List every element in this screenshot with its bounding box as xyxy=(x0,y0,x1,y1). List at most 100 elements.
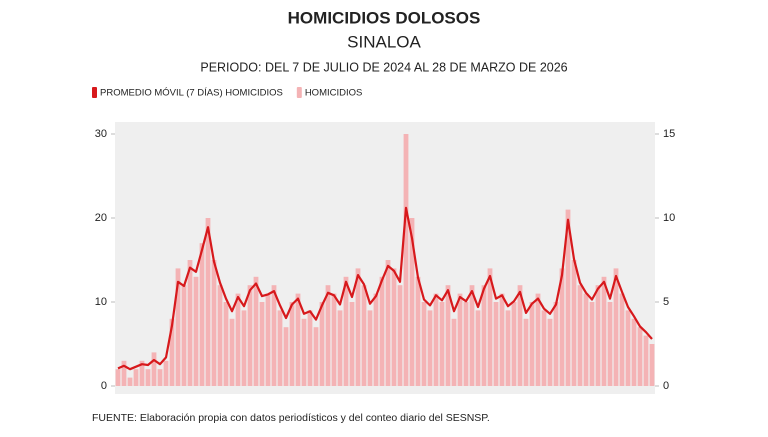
bar xyxy=(157,369,163,386)
bar xyxy=(517,285,523,386)
bar xyxy=(511,302,517,386)
bar xyxy=(487,268,493,386)
bar xyxy=(283,327,289,386)
y2-tick-label: 0 xyxy=(663,380,669,392)
bar xyxy=(505,310,511,386)
bar xyxy=(205,218,211,386)
bar xyxy=(469,285,475,386)
period: PERIODO: DEL 7 DE JULIO DE 2024 AL 28 DE… xyxy=(200,60,567,74)
y-tick-label: 30 xyxy=(95,128,107,140)
bar xyxy=(325,285,331,386)
bar xyxy=(229,318,235,386)
bar xyxy=(265,293,271,386)
bar xyxy=(559,268,565,386)
bar xyxy=(277,310,283,386)
bar xyxy=(601,276,607,386)
bar xyxy=(433,293,439,386)
bar xyxy=(253,276,259,386)
bar xyxy=(529,302,535,386)
y-tick-label: 20 xyxy=(95,212,107,224)
bar xyxy=(631,318,637,386)
y-tick-label: 0 xyxy=(101,380,107,392)
bar xyxy=(259,302,265,386)
bar xyxy=(331,293,337,386)
bar xyxy=(319,302,325,386)
bar xyxy=(313,327,319,386)
bar xyxy=(457,293,463,386)
bar xyxy=(367,310,373,386)
legend-label: PROMEDIO MÓVIL (7 DÍAS) HOMICIDIOS xyxy=(100,88,283,99)
bar xyxy=(373,293,379,386)
bar xyxy=(121,360,127,386)
bar xyxy=(295,293,301,386)
y2-tick-label: 5 xyxy=(663,296,669,308)
bar xyxy=(169,318,175,386)
bar xyxy=(115,369,121,386)
bar xyxy=(241,310,247,386)
bar xyxy=(199,243,205,386)
plot-area xyxy=(115,122,655,394)
bar xyxy=(211,260,217,386)
bar xyxy=(463,302,469,386)
bar xyxy=(337,310,343,386)
bar xyxy=(613,268,619,386)
bar xyxy=(301,318,307,386)
bar xyxy=(523,318,529,386)
bar xyxy=(427,310,433,386)
bar xyxy=(163,360,169,386)
bar xyxy=(553,302,559,386)
bar xyxy=(145,369,151,386)
bar xyxy=(217,285,223,386)
bar xyxy=(181,285,187,386)
bar xyxy=(475,310,481,386)
bar xyxy=(643,335,649,386)
bar xyxy=(571,260,577,386)
bar xyxy=(193,276,199,386)
bar xyxy=(637,327,643,386)
chart-subtitle: SINALOA xyxy=(347,32,421,51)
y2-tick-label: 15 xyxy=(663,128,675,140)
bar xyxy=(403,134,409,386)
bar xyxy=(361,285,367,386)
bar xyxy=(127,377,133,386)
bar xyxy=(451,318,457,386)
bar xyxy=(151,352,157,386)
bar xyxy=(379,276,385,386)
bar xyxy=(649,344,655,386)
bar xyxy=(547,318,553,386)
bar xyxy=(235,293,241,386)
bar xyxy=(307,310,313,386)
bar xyxy=(445,285,451,386)
y2-tick-label: 10 xyxy=(663,212,675,224)
bar xyxy=(355,268,361,386)
bar xyxy=(589,302,595,386)
bar xyxy=(391,268,397,386)
bar xyxy=(343,276,349,386)
legend-swatch xyxy=(296,87,302,98)
bar xyxy=(583,293,589,386)
bar xyxy=(289,302,295,386)
bar xyxy=(175,268,181,386)
bar xyxy=(139,360,145,386)
bar xyxy=(577,285,583,386)
bar xyxy=(247,285,253,386)
bar xyxy=(565,209,571,386)
bar xyxy=(595,285,601,386)
bar xyxy=(439,302,445,386)
bar xyxy=(187,260,193,386)
bar xyxy=(481,285,487,386)
bar xyxy=(409,218,415,386)
bar xyxy=(421,302,427,386)
bar xyxy=(133,369,139,386)
legend-label: HOMICIDIOS xyxy=(305,88,363,99)
bar xyxy=(349,302,355,386)
moving-average-line xyxy=(117,206,653,371)
legend-swatch xyxy=(92,87,97,98)
chart-title: HOMICIDIOS DOLOSOS xyxy=(288,8,481,27)
bar xyxy=(493,302,499,386)
bar xyxy=(223,302,229,386)
bar xyxy=(415,276,421,386)
bar xyxy=(625,310,631,386)
